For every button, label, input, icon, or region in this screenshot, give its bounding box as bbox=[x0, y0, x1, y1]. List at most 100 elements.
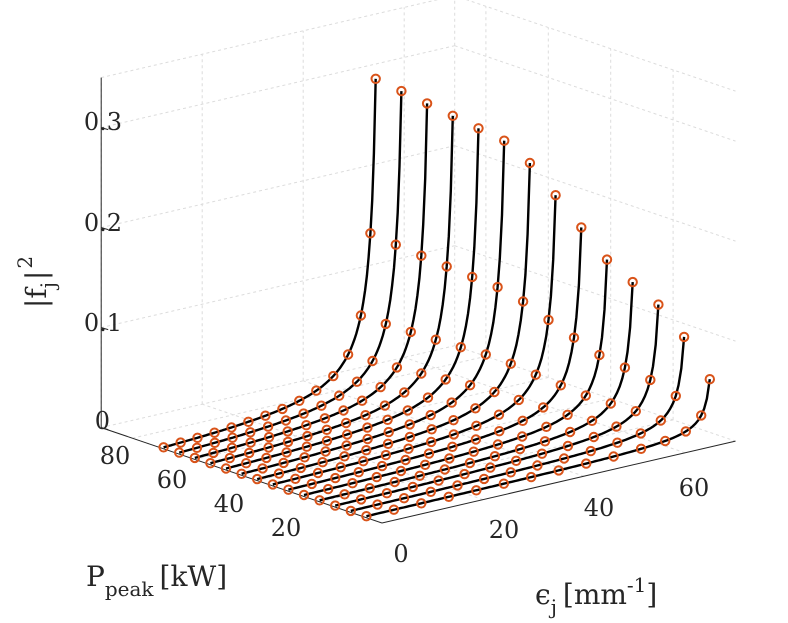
data-point bbox=[492, 439, 504, 450]
series-curve bbox=[272, 195, 557, 486]
data-point bbox=[360, 410, 371, 421]
data-point bbox=[630, 406, 641, 417]
data-point bbox=[361, 445, 372, 456]
grid-line bbox=[101, 345, 455, 429]
data-point bbox=[471, 420, 482, 431]
grid-line bbox=[101, 0, 439, 79]
data-point bbox=[252, 473, 263, 485]
data-point bbox=[645, 374, 656, 386]
data-point bbox=[290, 473, 301, 484]
data-point bbox=[362, 433, 373, 445]
data-point bbox=[158, 442, 169, 453]
grid-line bbox=[454, 345, 736, 442]
data-point bbox=[355, 310, 367, 321]
marker-layer bbox=[158, 73, 715, 522]
data-point bbox=[260, 410, 271, 421]
data-point bbox=[494, 426, 505, 437]
data-point bbox=[209, 427, 220, 438]
data-point bbox=[405, 326, 416, 338]
data-point bbox=[302, 430, 313, 442]
data-point bbox=[605, 398, 616, 409]
data-point bbox=[226, 442, 238, 453]
data-point bbox=[301, 420, 312, 431]
data-point bbox=[423, 448, 435, 459]
data-point bbox=[416, 368, 427, 379]
data-point bbox=[362, 422, 373, 433]
y-axis-line bbox=[101, 427, 383, 524]
data-point bbox=[404, 431, 416, 443]
data-point bbox=[399, 387, 410, 398]
data-point bbox=[517, 431, 528, 442]
grid-line bbox=[101, 245, 455, 329]
z-tick-labels: 0 0.1 0.2 0.3 bbox=[84, 108, 122, 435]
data-point bbox=[328, 370, 339, 382]
data-point bbox=[619, 362, 631, 373]
series-curve bbox=[366, 379, 711, 518]
data-point bbox=[388, 504, 400, 515]
data-point bbox=[205, 458, 216, 469]
data-point bbox=[439, 464, 450, 475]
data-point bbox=[696, 410, 707, 421]
data-point bbox=[380, 449, 392, 461]
data-point bbox=[316, 400, 327, 411]
data-point bbox=[538, 402, 549, 413]
data-point bbox=[241, 458, 252, 469]
y-axis-label: Ppeak [kW] bbox=[86, 560, 227, 601]
data-point bbox=[470, 403, 481, 414]
data-point bbox=[351, 376, 363, 387]
data-point bbox=[191, 442, 203, 453]
x-tick-label: 20 bbox=[489, 516, 520, 544]
data-point bbox=[470, 434, 482, 445]
data-point bbox=[358, 456, 369, 467]
x-tick-labels: 0 20 40 60 bbox=[393, 474, 709, 568]
data-point bbox=[396, 85, 407, 97]
data-point bbox=[430, 334, 441, 345]
data-point bbox=[532, 460, 543, 471]
grid-line bbox=[132, 355, 487, 439]
data-point bbox=[372, 499, 383, 510]
series-curve bbox=[334, 304, 660, 507]
x-tick-label: 0 bbox=[393, 540, 408, 568]
data-point bbox=[280, 415, 292, 426]
data-point bbox=[382, 438, 394, 449]
data-point bbox=[226, 422, 237, 433]
data-point bbox=[480, 349, 491, 360]
data-point bbox=[243, 416, 254, 427]
data-point bbox=[446, 397, 457, 408]
data-point bbox=[398, 493, 410, 504]
series-curve bbox=[319, 282, 634, 502]
series-curve bbox=[241, 140, 506, 475]
data-point bbox=[338, 405, 349, 416]
y-tick-label: 60 bbox=[157, 466, 188, 494]
data-point bbox=[448, 415, 459, 426]
data-point bbox=[655, 415, 666, 426]
data-point bbox=[601, 254, 613, 265]
data-point bbox=[568, 332, 580, 343]
data-point bbox=[455, 342, 466, 353]
z-tick-label: 0 bbox=[95, 407, 110, 435]
data-point bbox=[558, 453, 570, 464]
data-point bbox=[361, 511, 372, 522]
data-point bbox=[339, 451, 350, 462]
data-point bbox=[299, 452, 310, 463]
z-label-sup: 2 bbox=[13, 256, 37, 269]
data-point bbox=[576, 222, 587, 233]
x-label-sub: j bbox=[549, 595, 557, 619]
data-point bbox=[448, 429, 459, 440]
data-point bbox=[489, 451, 501, 462]
data-point bbox=[400, 454, 411, 466]
data-point bbox=[367, 355, 378, 367]
series-curve bbox=[225, 128, 480, 470]
data-point bbox=[517, 415, 528, 426]
data-point bbox=[493, 409, 505, 420]
data-point bbox=[404, 419, 415, 430]
data-point bbox=[452, 480, 463, 491]
data-point bbox=[407, 481, 418, 493]
grid-line bbox=[101, 45, 455, 129]
data-point bbox=[236, 468, 247, 479]
x-label-main: ϵ bbox=[535, 578, 551, 611]
data-point bbox=[425, 486, 436, 497]
data-point bbox=[257, 463, 268, 474]
data-point bbox=[514, 443, 526, 455]
